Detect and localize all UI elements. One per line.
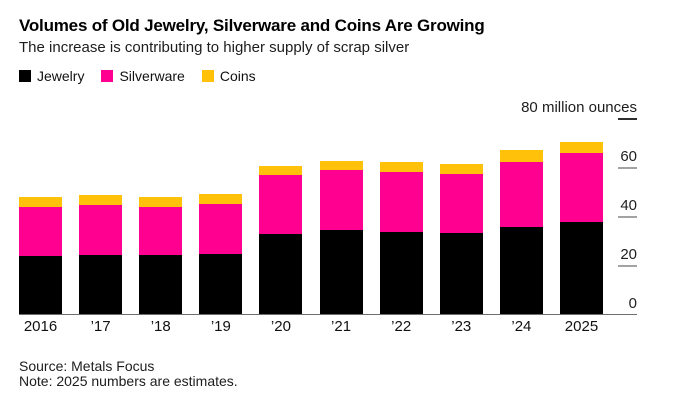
bar-24 bbox=[499, 149, 543, 315]
segment-jewelry bbox=[319, 230, 363, 315]
bar-2016 bbox=[19, 197, 62, 315]
x-axis-line bbox=[19, 314, 637, 315]
legend-item-jewelry: Jewelry bbox=[19, 68, 84, 84]
segment-coins bbox=[139, 197, 183, 208]
segment-silverware bbox=[259, 175, 303, 235]
segment-jewelry bbox=[19, 256, 62, 315]
bar-23 bbox=[439, 164, 483, 315]
segment-coins bbox=[19, 197, 62, 208]
segment-coins bbox=[79, 194, 123, 205]
x-axis-labels: 2016 ’17 ’18 ’19 ’20 ’21 ’22 ’23 ’24 2025 bbox=[19, 318, 603, 335]
legend-label-jewelry: Jewelry bbox=[37, 68, 85, 84]
note-text: Note: 2025 numbers are estimates. bbox=[19, 373, 238, 389]
y-axis-unit-label: 80 million ounces bbox=[521, 99, 637, 116]
x-label-2016: 2016 bbox=[23, 318, 58, 335]
segment-coins bbox=[259, 165, 303, 176]
segment-coins bbox=[559, 142, 603, 154]
x-label-18: ’18 bbox=[150, 318, 171, 335]
x-label-20: ’20 bbox=[270, 318, 291, 335]
x-label-2025: 2025 bbox=[564, 318, 599, 335]
segment-jewelry bbox=[439, 232, 483, 315]
segment-coins bbox=[439, 164, 483, 175]
bar-21 bbox=[319, 160, 363, 315]
segment-silverware bbox=[319, 170, 363, 231]
source-text: Source: Metals Focus bbox=[19, 358, 155, 374]
segment-jewelry bbox=[379, 231, 423, 315]
plot-area bbox=[19, 119, 603, 315]
y-tick-40 bbox=[618, 216, 637, 218]
segment-jewelry bbox=[79, 254, 123, 315]
segment-silverware bbox=[559, 153, 603, 222]
legend-label-coins: Coins bbox=[219, 68, 256, 84]
segment-silverware bbox=[199, 203, 243, 254]
y-tick-label-60: 60 bbox=[620, 148, 637, 165]
bar-18 bbox=[139, 197, 183, 315]
segment-coins bbox=[199, 193, 243, 204]
legend: Jewelry Silverware Coins bbox=[19, 68, 256, 84]
segment-jewelry bbox=[199, 253, 243, 315]
segment-coins bbox=[319, 160, 363, 171]
segment-jewelry bbox=[499, 226, 543, 315]
y-tick-label-40: 40 bbox=[620, 197, 637, 214]
x-label-23: ’23 bbox=[451, 318, 472, 335]
x-label-21: ’21 bbox=[331, 318, 352, 335]
legend-item-coins: Coins bbox=[201, 68, 256, 84]
chart-title: Volumes of Old Jewelry, Silverware and C… bbox=[19, 16, 485, 35]
segment-silverware bbox=[499, 161, 543, 227]
x-label-19: ’19 bbox=[210, 318, 231, 335]
y-tick-label-0: 0 bbox=[628, 295, 637, 312]
segment-silverware bbox=[79, 204, 123, 255]
legend-label-silverware: Silverware bbox=[119, 68, 185, 84]
bar-19 bbox=[199, 193, 243, 315]
jewelry-swatch-icon bbox=[19, 70, 31, 82]
silverware-swatch-icon bbox=[101, 70, 114, 82]
segment-coins bbox=[379, 161, 423, 172]
x-label-22: ’22 bbox=[391, 318, 412, 335]
segment-silverware bbox=[139, 207, 183, 255]
segment-coins bbox=[499, 149, 543, 162]
y-tick-label-20: 20 bbox=[620, 246, 637, 263]
x-label-17: ’17 bbox=[90, 318, 111, 335]
segment-jewelry bbox=[559, 221, 603, 315]
y-tick-20 bbox=[618, 265, 637, 267]
segment-silverware bbox=[379, 171, 423, 232]
bar-20 bbox=[259, 165, 303, 315]
x-label-24: ’24 bbox=[511, 318, 532, 335]
segment-jewelry bbox=[259, 234, 303, 315]
chart-subtitle: The increase is contributing to higher s… bbox=[19, 39, 410, 56]
segment-jewelry bbox=[139, 254, 183, 315]
bar-2025 bbox=[559, 142, 603, 315]
segment-silverware bbox=[19, 207, 62, 257]
legend-item-silverware: Silverware bbox=[101, 68, 185, 84]
y-tick-80 bbox=[618, 118, 637, 120]
bar-22 bbox=[379, 161, 423, 315]
coins-swatch-icon bbox=[201, 70, 214, 82]
segment-silverware bbox=[439, 174, 483, 233]
bar-17 bbox=[79, 194, 123, 315]
y-tick-60 bbox=[618, 167, 637, 169]
